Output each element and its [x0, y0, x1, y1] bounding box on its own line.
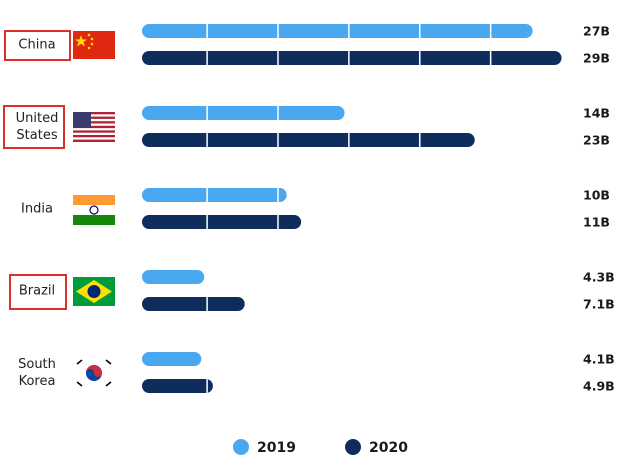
bar — [142, 270, 205, 284]
value-label: 10B — [583, 188, 610, 203]
flag-china — [73, 31, 115, 59]
bar — [142, 106, 345, 120]
value-label: 7.1B — [583, 297, 615, 312]
value-label: 4.9B — [583, 379, 615, 394]
highlight-box — [4, 30, 71, 61]
bar — [142, 51, 562, 65]
flag-korea — [73, 358, 115, 388]
value-label: 14B — [583, 106, 610, 121]
value-label: 4.1B — [583, 352, 615, 367]
bar — [142, 379, 213, 393]
bar — [142, 297, 245, 311]
highlight-box — [9, 274, 67, 310]
flag-us — [73, 112, 115, 142]
legend-marker — [345, 439, 361, 455]
value-label: 29B — [583, 51, 610, 66]
bar — [142, 352, 202, 366]
value-label: 11B — [583, 215, 610, 230]
category-label: China — [18, 37, 56, 53]
value-label: 27B — [583, 24, 610, 39]
value-label: 23B — [583, 133, 610, 148]
category-label: South Korea — [18, 357, 56, 389]
flag-india — [73, 195, 115, 225]
flag-brazil — [73, 277, 115, 306]
bar — [142, 24, 533, 38]
bar — [142, 188, 287, 202]
legend-marker — [233, 439, 249, 455]
legend-label: 2020 — [369, 440, 408, 456]
category-label: India — [21, 201, 53, 217]
bar — [142, 215, 302, 229]
highlight-box — [3, 105, 65, 149]
bar — [142, 133, 475, 147]
value-label: 4.3B — [583, 270, 615, 285]
category-label: United States — [15, 111, 59, 143]
category-label: Brazil — [18, 283, 56, 299]
legend-label: 2019 — [257, 440, 296, 456]
